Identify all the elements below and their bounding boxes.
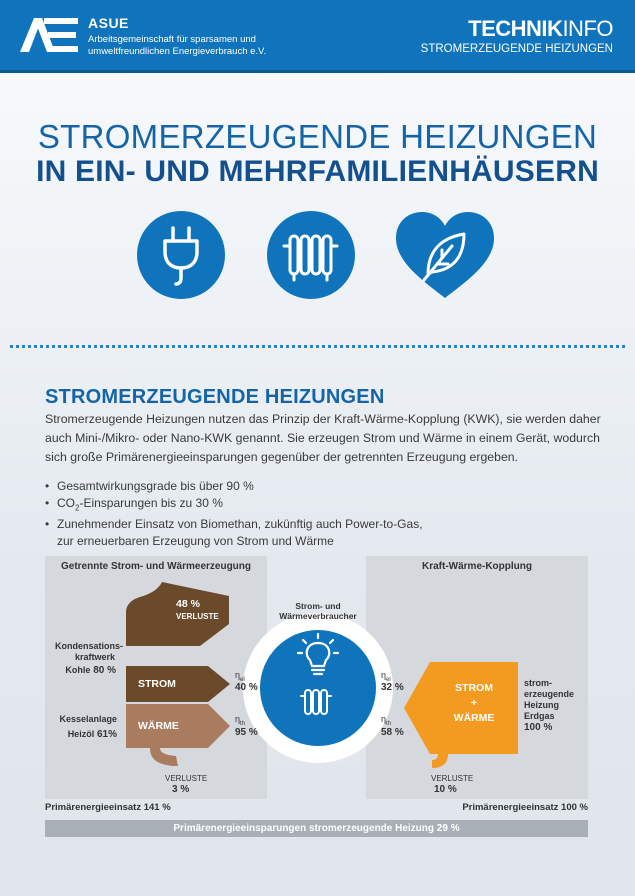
org-desc-line-1: Arbeitsgemeinschaft für sparsamen und [88,34,256,45]
eta-sub: th [386,720,392,727]
leaf-heart-icon [396,212,494,298]
techinfo-label: TECHNIKINFO [468,16,613,42]
eta-th-left-value: 95 % [235,727,258,738]
oil-value: 61% [96,729,117,740]
org-name: ASUE [88,15,129,31]
eta-el-left-value: 40 % [235,682,258,693]
waerme-label: WÄRME [138,720,179,732]
source-3: Heizung [524,700,559,710]
bullet-text: zur erneuerbaren Erzeugung von Strom und… [57,534,334,549]
page-title-line-2: IN EIN- UND MEHRFAMILIENHÄUSERN [36,155,599,188]
eta-symbol: η [381,714,387,724]
kwk-arrow [404,662,518,754]
eta-th-right-value: 58 % [381,727,404,738]
kwk-source-label: strom-erzeugende Heizung Erdgas [524,678,574,722]
eta-th-left: ηth [235,714,245,727]
eta-symbol: η [235,714,241,724]
bullet-text: Gesamtwirkungsgrade bis über 90 % [57,479,254,493]
kwk-waerme-label: WÄRME [453,712,495,724]
waerme-arrow [126,704,230,748]
kwk-source-value: 100 % [524,722,553,733]
small-radiator-icon [300,689,332,715]
bullet-text: CO [57,496,75,510]
eta-el-right-value: 32 % [381,682,404,693]
consumer-label: Strom- und Wärmeverbraucher [279,601,357,621]
coal-label: Kohle 80 % [60,665,116,676]
bullet-list: Gesamtwirkungsgrade bis über 90 % CO2-Ei… [45,478,565,550]
kwk-loss-shape [432,754,448,768]
right-panel-title: Kraft-Wärme-Kopplung [422,561,532,572]
eta-el-right: ηel [381,670,391,683]
bullet-item: Zunehmender Einsatz von Biomethan, zukün… [45,516,565,550]
loss-top-value: 48 % [176,598,200,610]
eta-symbol: η [235,670,241,680]
loss-bottom-value: 3 % [172,784,190,795]
section-title: STROMERZEUGENDE HEIZUNGEN [45,386,385,408]
techinfo-bold: TECHNIK [468,16,563,41]
page-title-line-1: STROMERZEUGENDE HEIZUNGEN [37,118,598,155]
source-1: strom- [524,678,553,688]
plant-label-2: kraftwerk [74,652,115,662]
eta-el-left: ηel [235,670,245,683]
plant-label-1: Kondensations- [55,641,124,651]
loss-top-shape [126,582,229,646]
section-text: Stromerzeugende Heizungen nutzen das Pri… [45,412,601,464]
savings-bar: Primärenergieeinsparungen stromerzeugend… [45,820,588,837]
bullet-subscript: 2 [75,503,80,513]
asue-logo-icon [20,18,78,52]
plant-label: Kondensations-kraftwerk [55,641,123,663]
kwk-plus: + [470,697,478,709]
strom-arrow [126,666,230,702]
primary-energy-left: Primärenergieeinsatz 141 % [45,802,171,813]
bullet-text: -Einsparungen bis zu 30 % [79,496,223,510]
coal-text: Kohle [65,665,91,675]
eta-sub: th [240,720,246,727]
left-panel-title: Getrennte Strom- und Wärmeerzeugung [60,561,251,572]
eta-th-right: ηth [381,714,391,727]
eta-sub: el [240,676,245,683]
header-bar: ASUE Arbeitsgemeinschaft für sparsamen u… [0,0,635,70]
kwk-strom-label: STROM [455,682,493,694]
bulb-icon [296,632,340,676]
bullet-item: Gesamtwirkungsgrade bis über 90 % [45,478,565,495]
loss-bottom-shape [150,748,178,766]
bullet-text: Zunehmender Einsatz von Biomethan, zukün… [57,517,423,532]
loss-bottom-label: VERLUSTE [165,774,208,783]
source-2: erzeugende [524,689,575,699]
org-desc-line-2: umweltfreundlichen Energieverbrauch e.V. [88,46,267,57]
oil-label: Heizöl 61% [55,729,117,740]
org-description: Arbeitsgemeinschaft für sparsamen und um… [88,34,308,58]
coal-value: 80 % [93,665,116,676]
techinfo-light: INFO [562,16,613,41]
primary-energy-right: Primärenergieeinsatz 100 % [462,802,588,813]
dotted-divider [10,345,625,348]
loss-top-label: VERLUSTE [176,612,219,621]
boiler-label: Kesselanlage [59,714,117,724]
techinfo-subtitle: STROMERZEUGENDE HEIZUNGEN [420,43,613,55]
plug-icon [137,211,225,299]
radiator-icon [267,211,355,299]
source-4: Erdgas [524,711,555,721]
strom-label: STROM [138,678,176,690]
header-divider [0,70,635,73]
eta-sub: el [386,676,391,683]
bullet-item: CO2-Einsparungen bis zu 30 % [45,495,565,516]
consumer-circle [260,630,376,746]
kwk-loss-value: 10 % [434,784,457,795]
eta-symbol: η [381,670,387,680]
oil-text: Heizöl [67,729,95,739]
kwk-loss-label: VERLUSTE [431,774,474,783]
